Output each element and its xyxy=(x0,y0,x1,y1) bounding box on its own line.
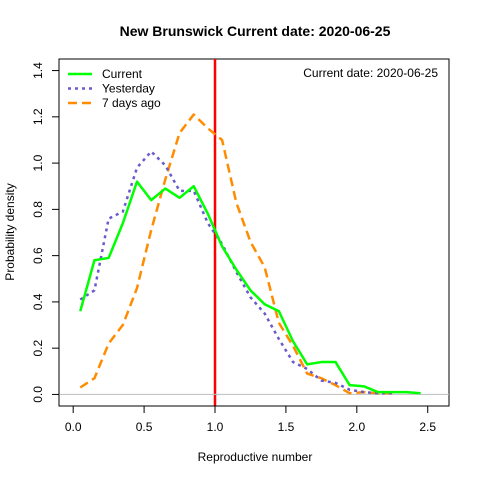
plot-frame xyxy=(58,58,450,407)
plot-area xyxy=(58,58,450,407)
x-axis: 0.0 0.5 1.0 1.5 2.0 2.5 xyxy=(65,405,436,434)
y-tick-label: 0.2 xyxy=(31,340,45,357)
y-axis: 0.0 0.2 0.4 0.6 0.8 1.0 1.2 1.4 xyxy=(31,62,60,403)
legend-label-yesterday: Yesterday xyxy=(102,82,155,96)
x-tick-label: 0.0 xyxy=(65,420,82,434)
y-tick-label: 1.2 xyxy=(31,108,45,125)
series-line-7-days-ago xyxy=(79,113,393,395)
series-line-yesterday xyxy=(79,150,393,395)
y-tick-label: 0.8 xyxy=(31,201,45,218)
x-tick-label: 2.0 xyxy=(348,420,365,434)
x-tick-label: 0.5 xyxy=(136,420,153,434)
chart-title: New Brunswick Current date: 2020-06-25 xyxy=(120,23,391,39)
y-axis-label: Probability density xyxy=(3,183,17,280)
y-tick-label: 0.0 xyxy=(31,386,45,403)
y-tick-label: 0.6 xyxy=(31,247,45,264)
y-tick-label: 1.4 xyxy=(31,62,45,79)
series-line-current xyxy=(79,180,421,395)
legend-label-7-days-ago: 7 days ago xyxy=(102,96,161,110)
y-tick-label: 1.0 xyxy=(31,154,45,171)
current-date-annotation: Current date: 2020-06-25 xyxy=(303,66,438,80)
y-tick-label: 0.4 xyxy=(31,293,45,310)
series-lines xyxy=(79,113,421,395)
x-axis-label: Reproductive number xyxy=(198,450,313,464)
x-tick-label: 1.5 xyxy=(278,420,295,434)
x-tick-label: 2.5 xyxy=(419,420,436,434)
reference-lines xyxy=(59,59,449,406)
x-tick-label: 1.0 xyxy=(207,420,224,434)
legend-label-current: Current xyxy=(102,67,143,81)
